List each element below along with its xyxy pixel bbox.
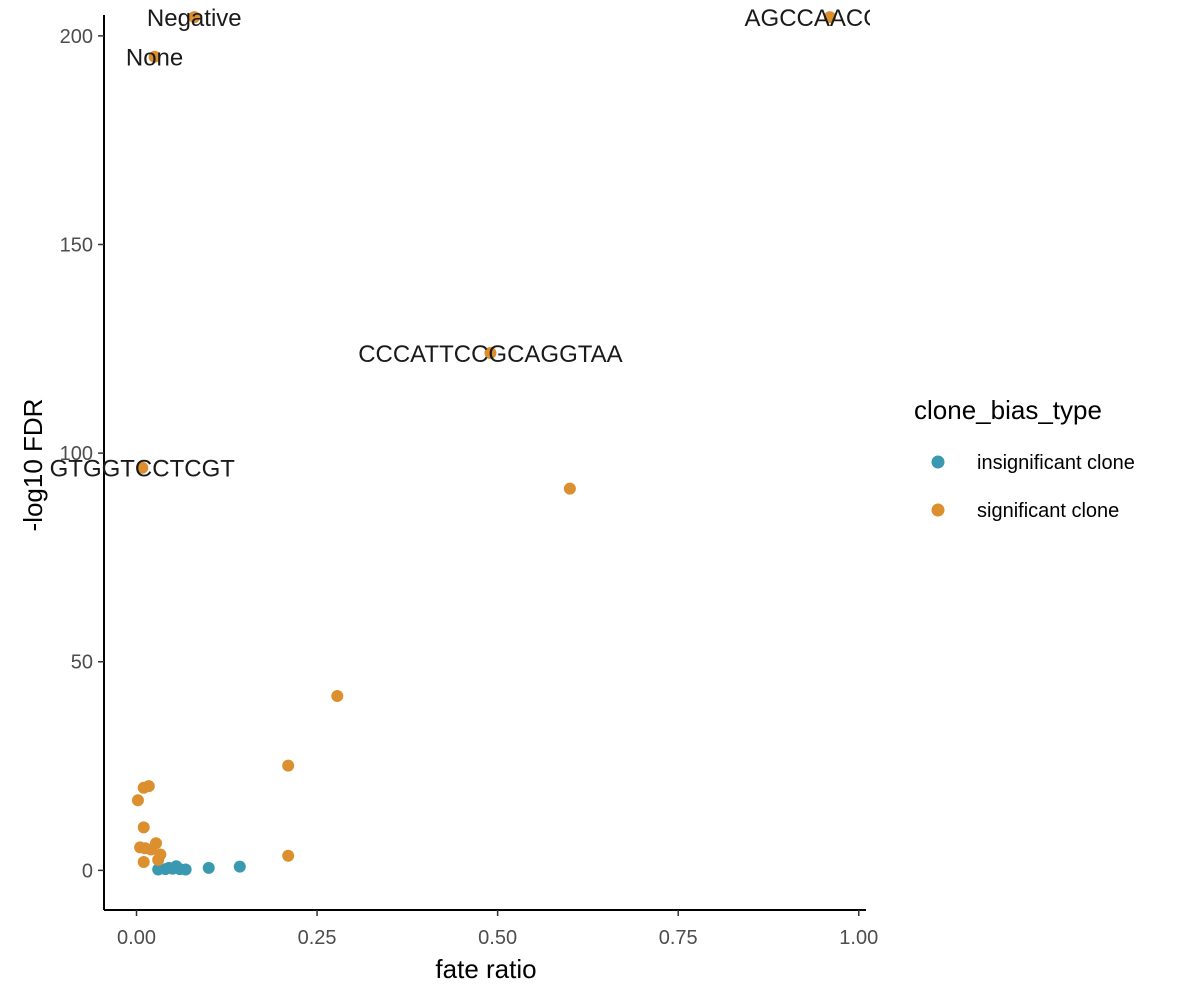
data-point <box>152 853 165 866</box>
y-axis-title: -log10 FDR <box>18 399 48 532</box>
data-point <box>331 689 344 702</box>
x-tick-label: 0.25 <box>298 927 337 949</box>
legend-label: insignificant clone <box>977 452 1135 474</box>
data-point <box>148 50 161 63</box>
data-point <box>150 837 163 850</box>
y-tick-label: 100 <box>60 443 93 465</box>
data-point <box>233 860 246 873</box>
data-point <box>142 780 155 793</box>
point-label: Negative <box>147 5 242 32</box>
y-tick-label: 150 <box>60 234 93 256</box>
legend-key <box>931 503 945 517</box>
data-point <box>484 346 497 359</box>
data-point <box>823 11 836 24</box>
data-point <box>563 482 576 495</box>
legend: clone_bias_type insignificant clone signi… <box>914 395 1135 522</box>
data-points <box>131 11 836 876</box>
x-tick-label: 1.00 <box>839 927 878 949</box>
data-point <box>131 794 144 807</box>
point-label: None <box>126 45 183 72</box>
legend-label: significant clone <box>977 500 1119 522</box>
axes: 0.00 0.25 0.50 0.75 1.00 0 50 100 150 200 <box>60 15 878 949</box>
y-tick-label: 200 <box>60 26 93 48</box>
data-point <box>136 461 149 474</box>
data-point <box>188 11 201 24</box>
x-tick-label: 0.00 <box>117 927 156 949</box>
y-tick-label: 0 <box>82 860 93 882</box>
point-labels: Negative None AGCCAACGAC CCCATTCCGCAGGTAA GT… <box>50 5 916 483</box>
legend-key <box>931 455 945 469</box>
data-point <box>282 759 295 772</box>
data-point <box>179 863 192 876</box>
data-point <box>137 856 150 869</box>
point-label: GTGGTCCTCGT <box>50 456 236 483</box>
legend-title: clone_bias_type <box>914 395 1102 425</box>
data-point <box>202 861 215 874</box>
x-tick-label: 0.75 <box>659 927 698 949</box>
y-tick-label: 50 <box>71 652 93 674</box>
data-point <box>137 821 150 834</box>
x-axis-title: fate ratio <box>435 954 536 984</box>
data-point <box>282 849 295 862</box>
point-label: AGCCAACGAC <box>745 5 916 32</box>
x-tick-label: 0.50 <box>478 927 517 949</box>
point-label: CCCATTCCGCAGGTAA <box>358 341 622 368</box>
